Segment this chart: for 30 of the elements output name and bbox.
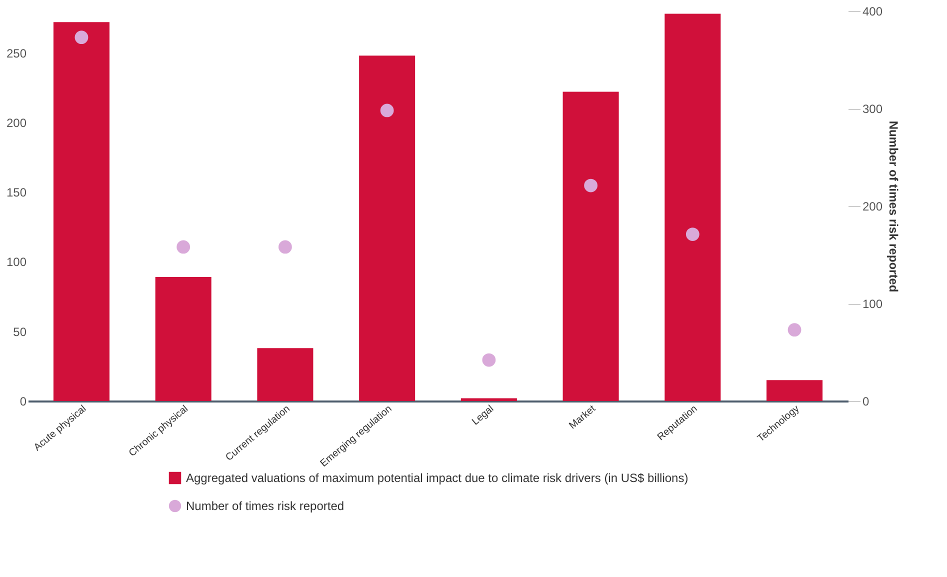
bar [53,22,110,401]
point [482,353,496,367]
bar [155,277,212,401]
bar [562,92,619,401]
bar [359,56,416,401]
y-tick-label: 100 [6,255,27,270]
y-tick-label: 200 [6,116,27,130]
legend-label: Aggregated valuations of maximum potential impact due to climate risk drivers (in US$ billions) [186,471,688,485]
point [176,240,190,254]
y2-tick-label: 400 [862,4,883,18]
point [788,323,802,337]
legend-label: Number of times risk reported [186,499,344,513]
point [74,30,88,44]
point [380,104,394,118]
y2-tick-label: 300 [862,102,883,116]
y-tick-label: 150 [6,186,27,200]
bar [664,14,721,401]
point [278,240,292,254]
y2-tick-label: 200 [862,200,883,214]
bar [766,380,823,401]
bar [460,398,517,401]
y2-axis-title: Number of times risk reported [886,120,901,292]
bar [257,348,314,401]
y2-tick-label: 100 [862,297,883,311]
y-tick-label: 50 [13,324,27,339]
point [584,178,598,192]
point [686,228,700,241]
y2-tick-label: 0 [862,394,870,408]
y-tick-label: 250 [6,46,27,60]
y-tick-label: 0 [20,394,27,408]
